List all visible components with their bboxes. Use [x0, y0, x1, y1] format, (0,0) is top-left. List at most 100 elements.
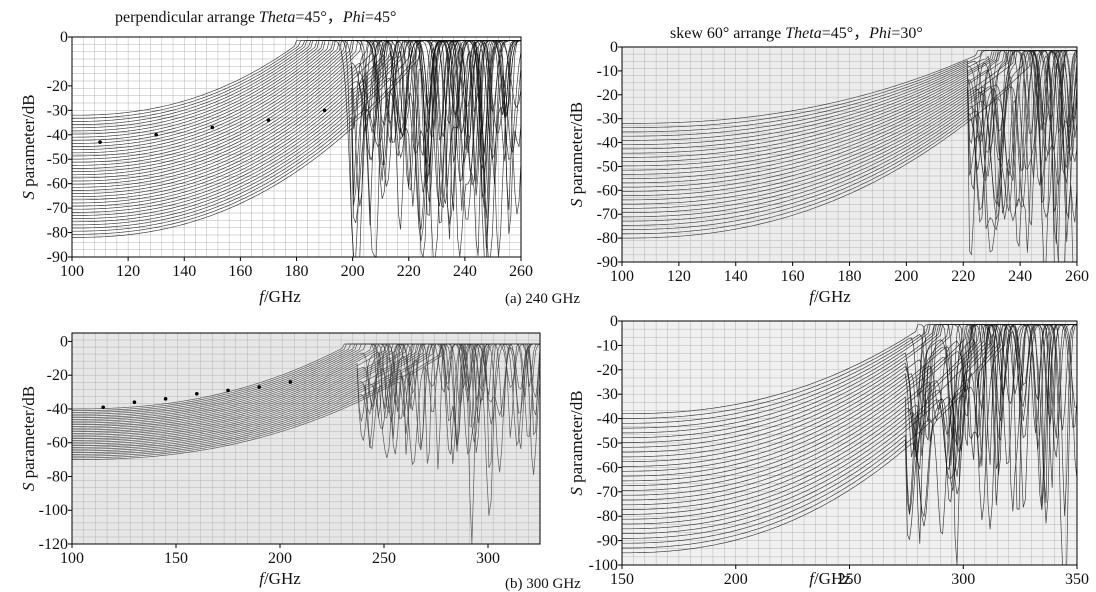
- y-tick-label: -60: [47, 176, 68, 193]
- y-tick-label: -70: [597, 484, 618, 501]
- y-tick-label: -60: [597, 459, 618, 476]
- data-marker: [322, 108, 327, 113]
- y-tick-label: 0: [60, 29, 68, 46]
- data-marker: [154, 132, 158, 137]
- data-marker: [132, 400, 137, 405]
- x-tick-label: 240: [1008, 268, 1032, 285]
- y-tick-label: -50: [597, 435, 618, 452]
- y-tick-label: -20: [597, 87, 618, 104]
- series-line: [622, 324, 1077, 566]
- series-line: [622, 50, 1078, 146]
- series-line: [622, 50, 1078, 230]
- series-line: [622, 324, 1077, 525]
- x-tick-label: 260: [1065, 268, 1089, 285]
- series-line: [622, 324, 1077, 515]
- y-tick-label: -20: [47, 78, 68, 95]
- caption-a: (a) 240 GHz: [505, 291, 580, 307]
- x-tick-label: 120: [116, 263, 140, 280]
- series-line: [622, 50, 1077, 205]
- y-tick-label: -90: [47, 249, 68, 266]
- series-lines: [622, 50, 1078, 263]
- x-tick-label: 300: [951, 571, 975, 588]
- series-line: [72, 40, 521, 258]
- x-tick-label: 300: [476, 550, 500, 567]
- data-marker: [163, 397, 168, 401]
- y-tick-label: -70: [47, 200, 68, 217]
- x-tick-label: 350: [1065, 571, 1089, 588]
- y-tick-label: -100: [589, 557, 618, 574]
- series-line: [72, 40, 522, 207]
- y-tick-label: -10: [597, 63, 618, 80]
- y-tick-label: -50: [47, 151, 68, 168]
- data-marker: [226, 388, 230, 393]
- series-line: [622, 50, 1078, 253]
- y-tick-label: 0: [610, 313, 618, 330]
- y-tick-label: -80: [47, 468, 68, 485]
- x-tick-label: 140: [724, 268, 748, 285]
- chart-title: perpendicular arrange Theta=45°，Phi=45°: [115, 9, 396, 26]
- series-line: [622, 50, 1078, 207]
- data-marker: [257, 385, 262, 389]
- x-tick-label: 200: [894, 268, 918, 285]
- series-line: [622, 50, 1077, 190]
- y-tick-label: -10: [597, 337, 618, 354]
- y-tick-label: -50: [597, 158, 618, 175]
- series-line: [622, 50, 1078, 242]
- y-tick-label: -40: [597, 135, 618, 152]
- data-marker: [195, 391, 199, 396]
- plot-frame: [71, 332, 541, 545]
- y-tick-label: -80: [597, 230, 618, 247]
- series-line: [72, 343, 540, 436]
- series-line: [72, 343, 540, 455]
- series-line: [72, 40, 521, 240]
- y-tick-label: 0: [610, 39, 618, 56]
- grid: [71, 332, 541, 545]
- series-line: [72, 40, 521, 225]
- series-line: [622, 50, 1077, 226]
- series-line: [622, 324, 1078, 566]
- y-tick-label: -90: [597, 254, 618, 271]
- y-tick-label: -120: [39, 536, 68, 553]
- series-line: [622, 50, 1078, 204]
- y-tick-label: -20: [47, 367, 68, 384]
- series-lines: [72, 343, 541, 545]
- series-line: [72, 40, 522, 224]
- series-line: [72, 343, 540, 452]
- y-tick-label: -30: [597, 386, 618, 403]
- series-line: [72, 40, 521, 258]
- x-tick-label: 150: [164, 550, 188, 567]
- data-marker: [98, 140, 102, 144]
- y-tick-label: -80: [47, 225, 68, 242]
- grid: [621, 320, 1078, 566]
- series-line: [72, 40, 521, 181]
- chart-300ghz-left: 100 150 200 250 300 0 -20 -40 -60 -80 -100 -120 f/GH…: [19, 332, 541, 588]
- x-tick-label: 240: [453, 263, 477, 280]
- series-line: [72, 40, 521, 182]
- series-line: [622, 324, 1078, 480]
- series-line: [72, 40, 522, 215]
- series-line: [72, 343, 540, 458]
- chart-240ghz-perpendicular: 100 120 140 160 180 200 220 240 260 0 -20 -30 -40 -50…: [19, 9, 533, 306]
- y-axis-label: S parameter/dB: [567, 390, 586, 495]
- y-tick-label: -60: [597, 182, 618, 199]
- y-tick-label: -70: [597, 206, 618, 223]
- y-tick-label: -30: [47, 102, 68, 119]
- data-marker: [210, 125, 215, 130]
- y-axis-label: S parameter/dB: [19, 386, 38, 491]
- series-line: [622, 50, 1077, 244]
- series-line: [622, 324, 1077, 530]
- x-tick-label: 200: [724, 571, 748, 588]
- x-tick-label: 150: [610, 571, 634, 588]
- x-axis-label: f/GHz: [809, 569, 851, 588]
- y-axis-label: S parameter/dB: [567, 102, 586, 207]
- series-line: [622, 324, 1078, 431]
- series-line: [622, 50, 1077, 188]
- y-tick-label: -40: [47, 401, 68, 418]
- x-tick-label: 180: [838, 268, 862, 285]
- x-tick-label: 100: [60, 550, 84, 567]
- series-line: [622, 50, 1078, 263]
- series-line: [72, 343, 540, 434]
- x-tick-label: 100: [610, 268, 634, 285]
- x-tick-label: 160: [781, 268, 805, 285]
- chart-240ghz-skew: 100 120 140 160 180 200 220 240 260 0 -10 -20 -30 -40…: [567, 25, 1089, 306]
